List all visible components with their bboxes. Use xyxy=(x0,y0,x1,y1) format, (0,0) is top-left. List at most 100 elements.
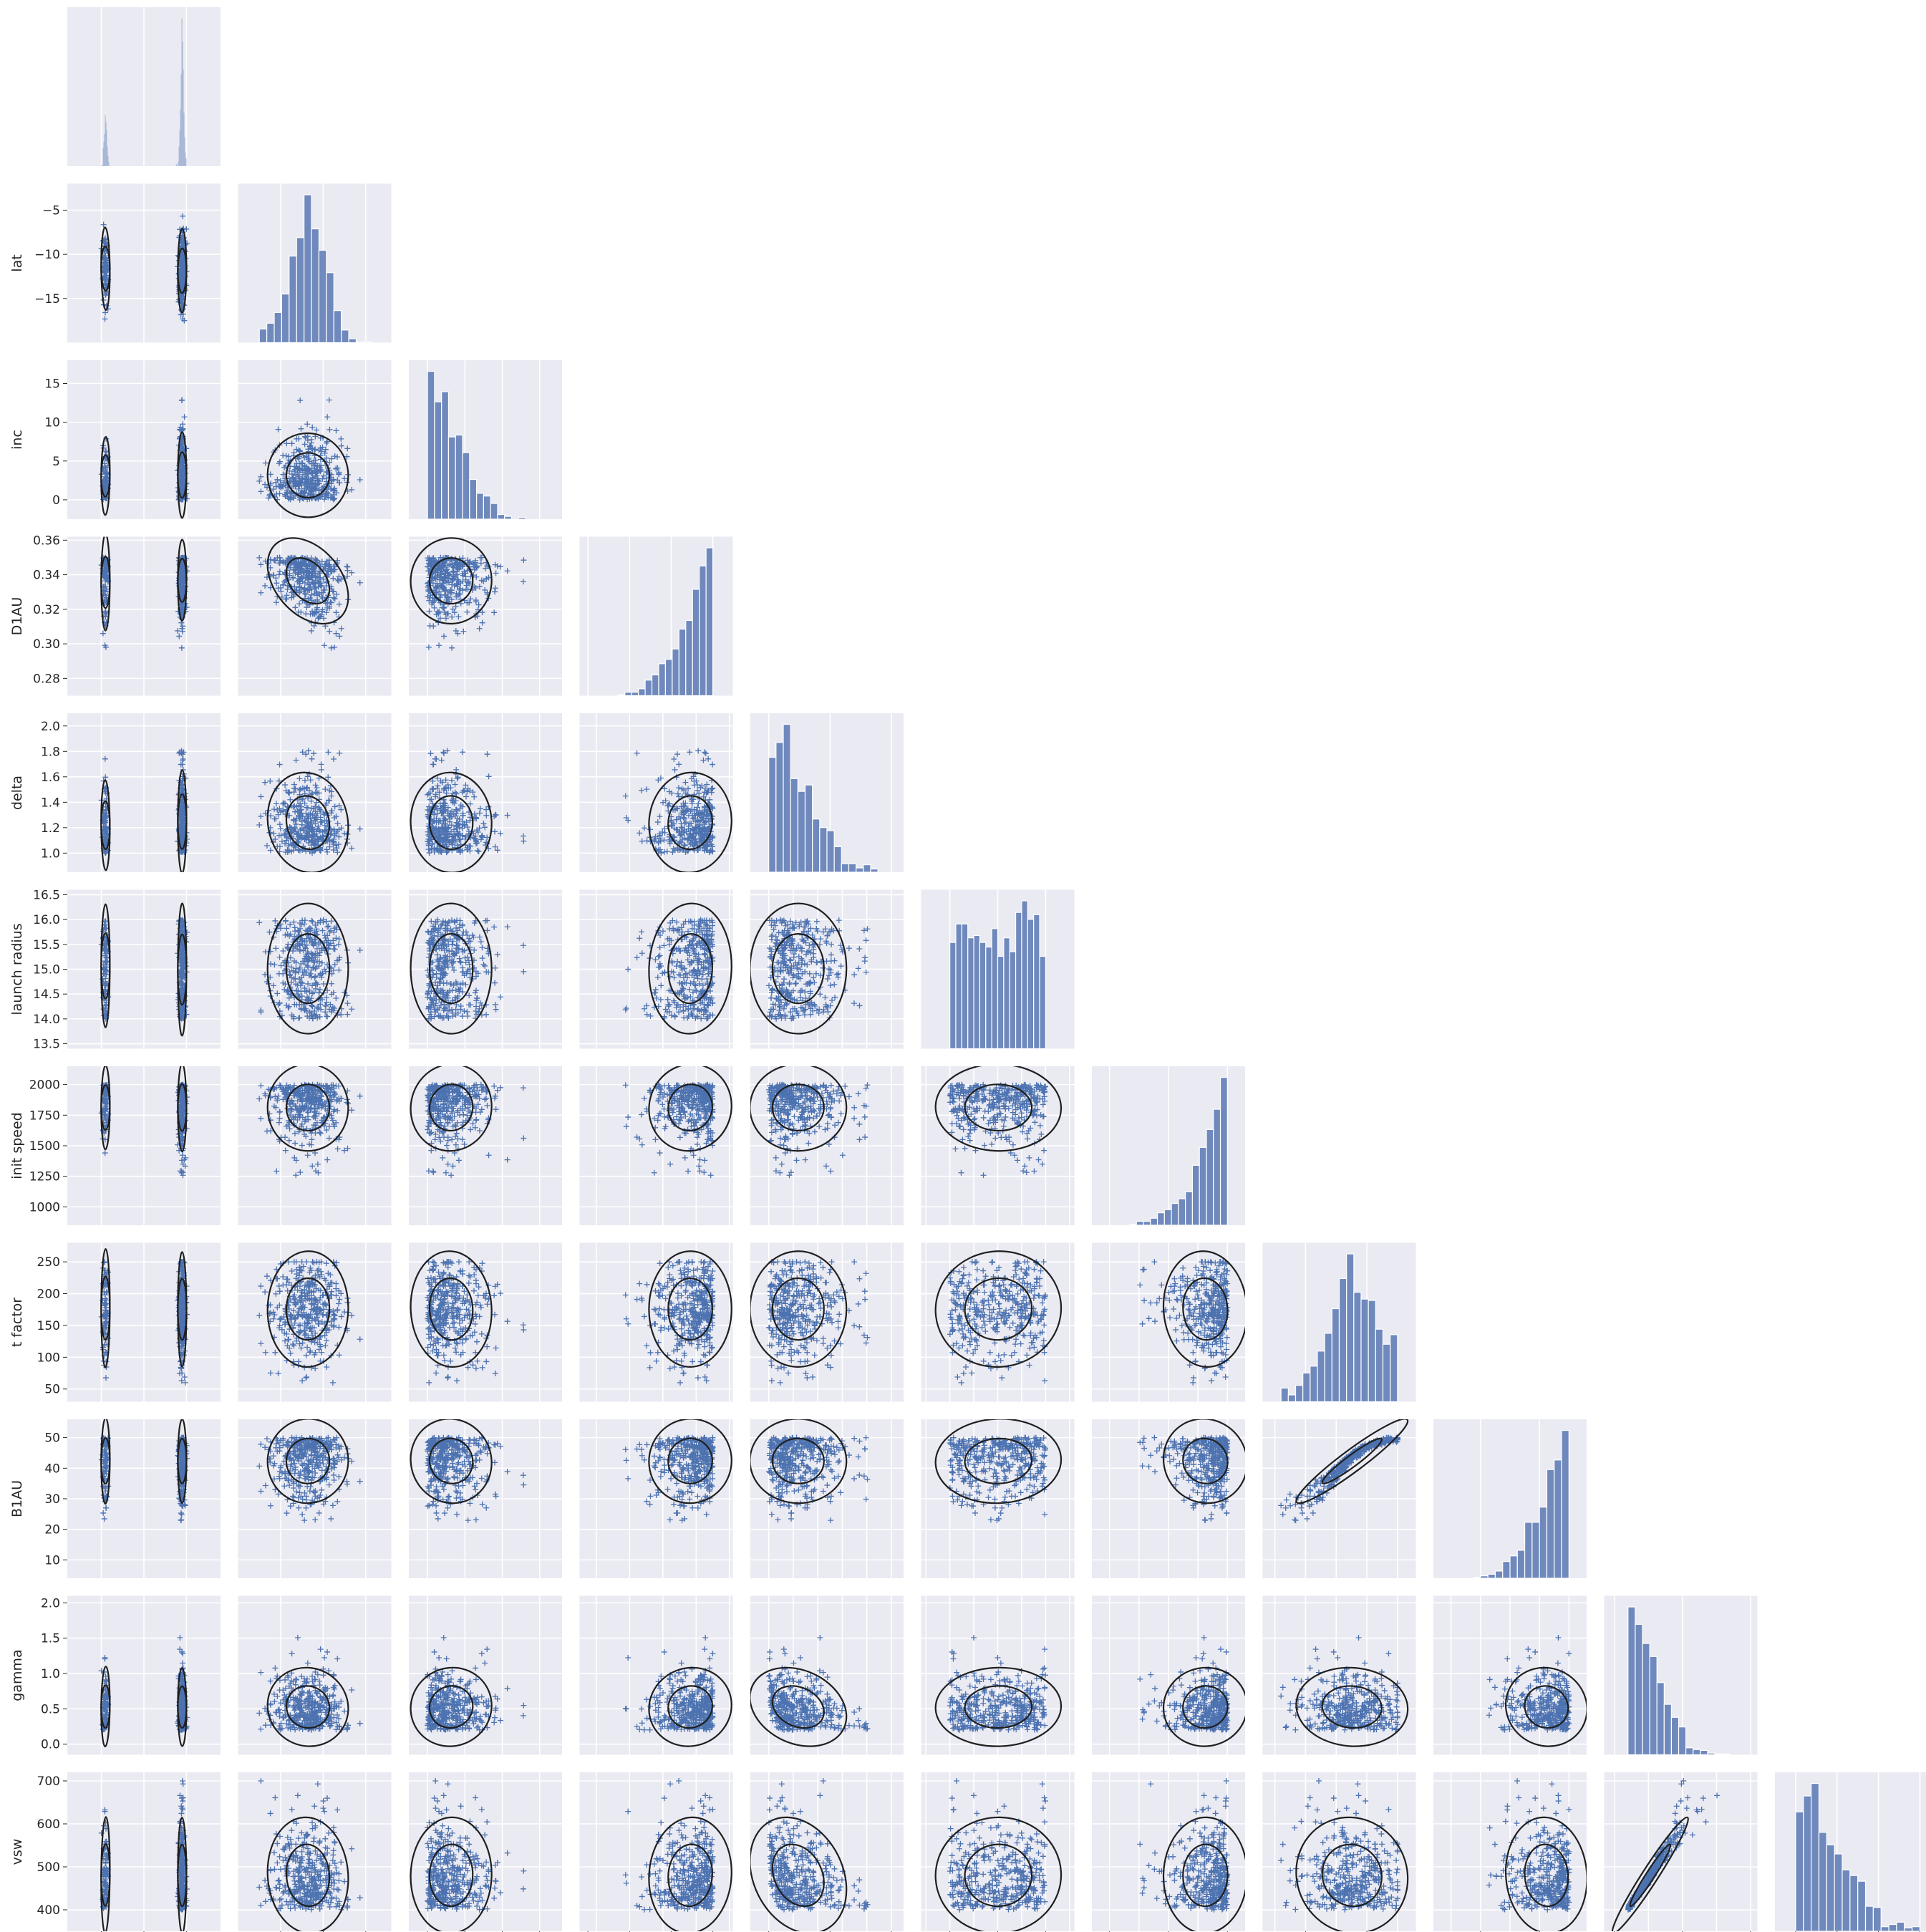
scatter-point xyxy=(449,839,455,846)
scatter-point xyxy=(310,491,316,497)
scatter-point xyxy=(334,557,341,564)
scatter-point xyxy=(483,806,490,813)
scatter-point xyxy=(453,766,460,773)
scatter-point xyxy=(276,1000,283,1006)
scatter-point xyxy=(316,478,322,485)
scatter-point xyxy=(475,602,482,608)
scatter-point xyxy=(266,929,273,935)
scatter-point xyxy=(455,829,461,835)
scatter-point xyxy=(298,609,304,615)
scatter-point xyxy=(338,625,344,632)
histogram-bar xyxy=(274,311,283,343)
scatter-point xyxy=(437,565,443,571)
scatter-point xyxy=(332,803,338,810)
histogram-bar xyxy=(434,401,442,519)
scatter-point xyxy=(329,495,336,501)
scatter-point xyxy=(457,806,463,812)
scatter-point xyxy=(298,812,304,818)
scatter-point xyxy=(262,481,268,488)
scatter-point xyxy=(450,796,457,802)
scatter-point xyxy=(319,559,325,565)
scatter-point xyxy=(305,575,311,581)
scatter-point xyxy=(477,554,483,561)
histogram-bar xyxy=(804,784,813,872)
scatter-point xyxy=(319,475,326,482)
scatter-point xyxy=(652,834,659,840)
scatter-point xyxy=(309,446,316,453)
scatter-point xyxy=(696,791,702,797)
scatter-point xyxy=(267,847,274,854)
scatter-point xyxy=(331,568,337,574)
scatter-point xyxy=(321,564,327,570)
scatter-point xyxy=(281,986,288,992)
y-tick-label: 10 xyxy=(44,416,60,430)
scatter-point xyxy=(492,844,498,850)
scatter-point xyxy=(176,633,183,639)
scatter-point xyxy=(290,483,296,489)
scatter-point xyxy=(309,469,316,475)
scatter-point xyxy=(262,779,268,786)
scatter-point xyxy=(315,579,321,586)
scatter-point xyxy=(478,577,485,584)
scatter-point xyxy=(272,917,279,924)
histogram-bar xyxy=(289,256,297,343)
scatter-point xyxy=(336,469,342,475)
scatter-point xyxy=(313,557,319,564)
scatter-point xyxy=(179,397,185,403)
scatter-point xyxy=(298,803,304,810)
scatter-point xyxy=(289,589,295,596)
scatter-point xyxy=(440,749,447,755)
scatter-point xyxy=(291,1015,297,1022)
scatter-point xyxy=(455,614,462,620)
scatter-point xyxy=(637,830,643,836)
scatter-point xyxy=(179,625,185,632)
scatter-point xyxy=(258,589,264,596)
scatter-point xyxy=(338,443,344,449)
scatter-point xyxy=(344,1000,351,1007)
scatter-point xyxy=(461,821,468,828)
scatter-point xyxy=(276,778,282,784)
scatter-point xyxy=(296,564,303,570)
scatter-point xyxy=(328,644,334,651)
scatter-point xyxy=(467,801,473,807)
scatter-point xyxy=(306,1009,313,1015)
scatter-point xyxy=(315,1004,321,1010)
scatter-point xyxy=(304,480,311,487)
scatter-point xyxy=(436,789,442,796)
scatter-point xyxy=(178,554,185,561)
scatter-point xyxy=(425,586,432,593)
scatter-point xyxy=(102,269,108,275)
scatter-point xyxy=(307,443,314,449)
y-tick-label: −5 xyxy=(42,204,60,218)
scatter-point xyxy=(304,574,311,581)
scatter-point xyxy=(323,1013,329,1019)
histogram-bar xyxy=(455,434,463,519)
scatter-point xyxy=(442,822,449,829)
scatter-point xyxy=(460,833,466,839)
scatter-point xyxy=(444,566,450,573)
scatter-point xyxy=(468,596,474,602)
panel-inc-vs-inc xyxy=(409,360,562,519)
scatter-point xyxy=(292,975,299,982)
scatter-point xyxy=(471,811,478,817)
scatter-point xyxy=(334,820,341,826)
scatter-point xyxy=(273,801,279,807)
y-axis-label: inc xyxy=(9,430,25,450)
scatter-point xyxy=(436,642,442,649)
scatter-point xyxy=(700,757,707,763)
y-tick-label: 1.0 xyxy=(41,846,60,861)
scatter-point xyxy=(318,972,324,978)
scatter-point xyxy=(441,573,447,579)
scatter-point xyxy=(521,557,527,564)
scatter-point xyxy=(683,829,689,835)
scatter-point xyxy=(678,831,684,838)
scatter-point xyxy=(322,493,329,499)
scatter-point xyxy=(477,806,483,812)
scatter-point xyxy=(100,630,106,637)
scatter-point xyxy=(180,924,186,931)
histogram-bar xyxy=(107,155,109,166)
scatter-point xyxy=(296,1015,303,1021)
scatter-point xyxy=(693,808,700,814)
scatter-point xyxy=(322,934,329,941)
scatter-point xyxy=(103,825,110,831)
